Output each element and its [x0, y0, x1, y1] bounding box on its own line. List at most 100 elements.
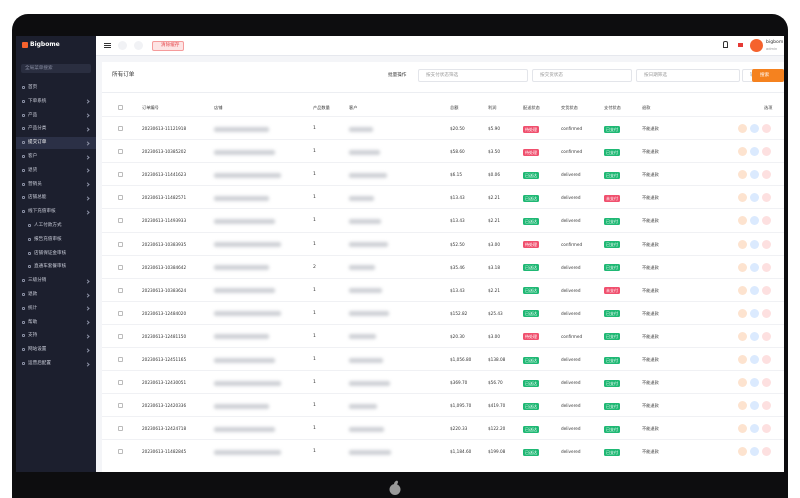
input-box[interactable]	[636, 69, 740, 82]
checkbox[interactable]	[118, 195, 123, 201]
option-button[interactable]	[750, 378, 759, 388]
option-button[interactable]	[738, 308, 747, 318]
menu-search-text[interactable]: 全局菜单搜索	[25, 65, 53, 71]
menu-item[interactable]: 直通车套餐审核	[34, 264, 67, 270]
menu-item[interactable]: 营销员	[28, 181, 42, 187]
checkbox[interactable]	[118, 449, 123, 455]
checkbox[interactable]	[118, 172, 123, 178]
option-button[interactable]	[738, 147, 747, 157]
input-box[interactable]	[532, 69, 632, 82]
menu-item[interactable]: 报告充值审核	[34, 236, 62, 242]
option-button[interactable]	[738, 331, 747, 341]
checkbox[interactable]	[118, 333, 123, 339]
menu-item[interactable]: 退款	[28, 292, 38, 297]
option-button[interactable]	[750, 401, 759, 411]
option-button[interactable]	[738, 401, 747, 411]
customer-blurred	[349, 218, 381, 224]
avatar[interactable]	[750, 39, 763, 52]
option-button[interactable]	[762, 147, 771, 157]
option-button[interactable]	[738, 355, 747, 364]
user-role: admin	[766, 47, 778, 51]
option-button[interactable]	[762, 424, 771, 434]
input-box[interactable]	[418, 69, 528, 82]
icon-button[interactable]	[118, 41, 127, 50]
option-button[interactable]	[738, 170, 747, 180]
option-button[interactable]	[762, 308, 771, 318]
option-button[interactable]	[762, 401, 771, 411]
option-button[interactable]	[750, 285, 759, 295]
option-button[interactable]	[762, 378, 771, 388]
option-button[interactable]	[750, 124, 759, 133]
checkbox[interactable]	[118, 241, 123, 247]
option-button[interactable]	[762, 216, 771, 226]
option-button[interactable]	[738, 216, 747, 226]
menu-item[interactable]: 网站设置	[28, 347, 47, 353]
option-button[interactable]	[750, 170, 759, 180]
menu-item[interactable]: 帮助	[28, 319, 38, 325]
option-button[interactable]	[738, 262, 747, 272]
option-button[interactable]	[762, 193, 771, 203]
checkbox[interactable]	[118, 105, 123, 110]
order-code: 20230613-12484020	[142, 310, 187, 316]
option-button[interactable]	[738, 378, 747, 388]
menu-item[interactable]: 退货	[28, 167, 38, 173]
row-divider	[102, 439, 784, 441]
menu-item[interactable]: 三级分销	[28, 278, 47, 284]
checkbox[interactable]	[118, 426, 123, 432]
menu-item[interactable]: 运营后配置	[28, 361, 51, 366]
menu-item[interactable]: 产品分类	[28, 126, 47, 132]
menu-item[interactable]: 店铺保证金审核	[34, 250, 67, 256]
option-button[interactable]	[750, 239, 759, 249]
option-button[interactable]	[750, 355, 759, 364]
menu-item[interactable]: 下单系统	[28, 98, 47, 104]
checkbox[interactable]	[118, 357, 123, 362]
option-button[interactable]	[738, 424, 747, 434]
menu-item[interactable]: 店铺总能	[28, 195, 47, 201]
option-button[interactable]	[750, 331, 759, 341]
option-button[interactable]	[750, 262, 759, 272]
option-button[interactable]	[762, 285, 771, 295]
checkbox[interactable]	[118, 218, 123, 224]
option-button[interactable]	[762, 170, 771, 180]
menu-item[interactable]: 产品	[28, 112, 38, 118]
checkbox[interactable]	[118, 380, 123, 386]
checkbox[interactable]	[118, 149, 123, 155]
option-button[interactable]	[762, 239, 771, 249]
menu-item[interactable]: 线下充值审核	[28, 209, 56, 215]
checkbox[interactable]	[118, 403, 123, 409]
option-button[interactable]	[762, 447, 771, 457]
option-button[interactable]	[750, 216, 759, 226]
hamburger-line[interactable]	[104, 43, 111, 44]
option-button[interactable]	[750, 308, 759, 318]
clear-cache-btn[interactable]	[152, 41, 184, 51]
menu-item[interactable]: 客户	[28, 154, 38, 159]
quantity: 1	[313, 333, 316, 339]
option-button[interactable]	[738, 239, 747, 249]
option-button[interactable]	[750, 193, 759, 203]
option-button[interactable]	[738, 124, 747, 133]
menu-item[interactable]: 首页	[28, 85, 38, 90]
search-btn[interactable]	[752, 69, 784, 82]
option-button[interactable]	[762, 262, 771, 272]
option-button[interactable]	[738, 193, 747, 203]
option-button[interactable]	[750, 447, 759, 457]
menu-item[interactable]: 统计	[28, 305, 38, 311]
option-button[interactable]	[750, 424, 759, 434]
checkbox[interactable]	[118, 310, 123, 316]
icon-button[interactable]	[134, 41, 143, 50]
option-button[interactable]	[750, 147, 759, 157]
option-button[interactable]	[762, 124, 771, 133]
option-button[interactable]	[738, 447, 747, 457]
checkbox[interactable]	[118, 264, 123, 270]
menu-item[interactable]: 支持	[28, 333, 38, 339]
menu-item[interactable]: 人工付款方式	[34, 223, 62, 228]
option-button[interactable]	[738, 285, 747, 295]
option-button[interactable]	[762, 331, 771, 341]
option-button[interactable]	[762, 355, 771, 364]
menu-item[interactable]: 提交订单	[28, 140, 47, 146]
payment-badge: 已支付	[604, 125, 620, 133]
checkbox[interactable]	[118, 126, 123, 131]
bulk-action[interactable]: 批量操作	[388, 73, 407, 78]
checkbox[interactable]	[118, 287, 123, 293]
refund-status: 不能退款	[642, 126, 659, 131]
